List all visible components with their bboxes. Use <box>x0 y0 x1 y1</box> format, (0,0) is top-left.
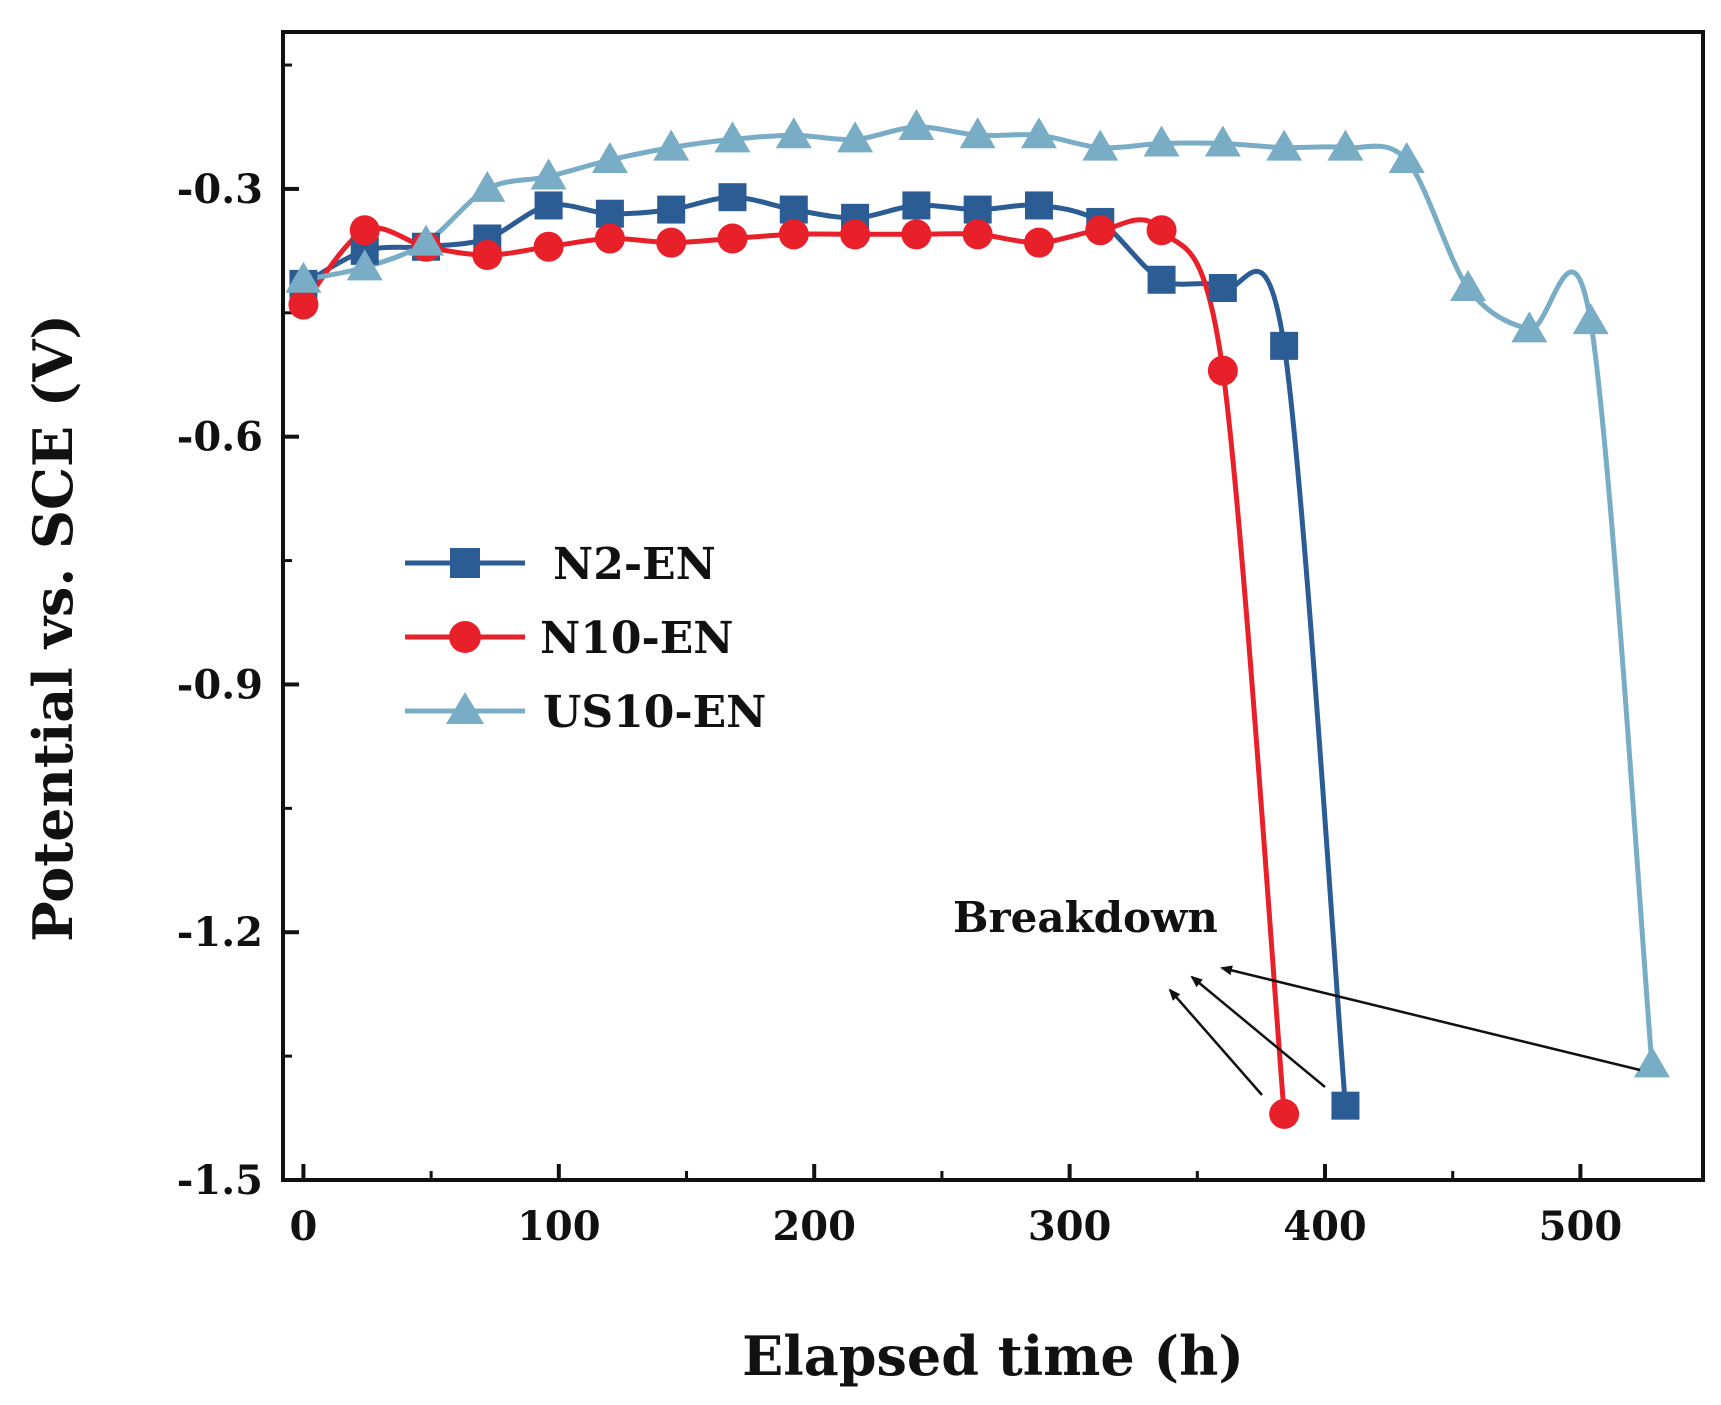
data-point-us10-en <box>1511 311 1548 343</box>
data-point-n2-en <box>779 195 808 224</box>
data-point-n2-en <box>902 191 931 220</box>
axis-ticks: 0 100 200 300 400 500 -0.3 -0.6 -0.9 -1.2 -1.5 <box>177 63 1623 1250</box>
x-axis-title: Elapsed time (h) <box>742 1324 1244 1388</box>
data-point-us10-en <box>1204 125 1241 157</box>
breakdown-label: Breakdown <box>953 893 1218 942</box>
legend-marker-n2-en <box>450 548 480 578</box>
data-point-n2-en <box>534 191 563 220</box>
legend-label-us10-en: US10-EN <box>543 687 766 738</box>
data-point-n2-en <box>1270 331 1299 360</box>
y-tick-label: -0.6 <box>177 414 263 461</box>
legend-label-n2-en: N2-EN <box>553 539 716 590</box>
legend-item-n2-en: N2-EN <box>405 539 716 590</box>
data-point-n2-en <box>718 183 747 212</box>
data-point-n10-en <box>717 223 748 254</box>
data-point-us10-en <box>1082 129 1119 161</box>
data-point-n10-en <box>901 219 932 250</box>
data-point-us10-en <box>469 170 506 202</box>
data-point-us10-en <box>653 129 690 161</box>
y-tick-label: -0.9 <box>177 661 263 708</box>
data-point-n10-en <box>656 227 687 258</box>
y-tick-label: -1.5 <box>177 1157 263 1204</box>
breakdown-arrow-n10 <box>1168 988 1263 1096</box>
data-point-n10-en <box>1207 355 1238 386</box>
data-point-n10-en <box>1023 227 1054 258</box>
y-tick-label: -1.2 <box>177 909 263 956</box>
data-point-us10-en <box>1450 270 1487 302</box>
data-point-us10-en <box>346 249 383 281</box>
x-tick-label: 300 <box>1028 1203 1112 1250</box>
breakdown-annotation: Breakdown <box>953 893 1641 1096</box>
data-point-n10-en <box>778 219 809 250</box>
data-point-n2-en <box>595 199 624 228</box>
breakdown-arrow-n2 <box>1190 975 1326 1088</box>
data-point-n10-en <box>472 239 503 270</box>
x-tick-label: 500 <box>1539 1203 1623 1250</box>
data-point-n2-en <box>1147 265 1176 294</box>
data-point-n10-en <box>594 223 625 254</box>
data-point-us10-en <box>1633 1046 1670 1078</box>
data-point-n10-en <box>533 231 564 262</box>
data-point-us10-en <box>1266 129 1303 161</box>
data-point-n10-en <box>288 289 319 320</box>
y-tick-label: -0.3 <box>177 166 263 213</box>
series-markers <box>285 108 1670 1129</box>
data-point-us10-en <box>408 224 445 256</box>
data-point-us10-en <box>1388 142 1425 174</box>
x-tick-label: 100 <box>517 1203 601 1250</box>
series-line-n10-en <box>301 217 1287 1115</box>
x-tick-label: 0 <box>290 1203 318 1250</box>
data-point-n2-en <box>963 195 992 224</box>
data-point-us10-en <box>1143 125 1180 157</box>
data-point-n10-en <box>1146 215 1177 246</box>
data-point-n2-en <box>657 195 686 224</box>
data-point-n2-en <box>1331 1091 1360 1120</box>
data-point-n10-en <box>1269 1098 1300 1129</box>
data-point-n2-en <box>1024 191 1053 220</box>
breakdown-arrow-us10 <box>1220 965 1641 1072</box>
data-point-us10-en <box>959 117 996 149</box>
data-point-us10-en <box>837 121 874 153</box>
x-tick-label: 400 <box>1283 1203 1367 1250</box>
plot-frame <box>281 30 1705 1182</box>
data-point-us10-en <box>898 108 935 140</box>
data-point-n2-en <box>1208 274 1237 303</box>
legend-marker-us10-en <box>446 692 484 724</box>
data-point-us10-en <box>1572 303 1609 335</box>
legend-item-us10-en: US10-EN <box>405 687 766 738</box>
x-tick-label: 200 <box>772 1203 856 1250</box>
data-point-us10-en <box>1327 129 1364 161</box>
data-point-n10-en <box>840 219 871 250</box>
legend: N2-EN N10-EN US10-EN <box>405 539 766 738</box>
y-axis-title: Potential vs. SCE (V) <box>21 314 85 942</box>
data-point-n10-en <box>1085 215 1116 246</box>
data-point-us10-en <box>714 121 751 153</box>
data-point-n10-en <box>962 219 993 250</box>
legend-label-n10-en: N10-EN <box>540 613 733 664</box>
data-point-us10-en <box>1020 117 1057 149</box>
legend-marker-n10-en <box>449 621 481 653</box>
data-point-us10-en <box>775 117 812 149</box>
data-point-us10-en <box>530 158 567 190</box>
data-point-us10-en <box>285 261 322 293</box>
series-lines <box>301 124 1655 1115</box>
legend-item-n10-en: N10-EN <box>405 613 733 664</box>
data-point-us10-en <box>591 142 628 174</box>
data-point-n10-en <box>349 215 380 246</box>
